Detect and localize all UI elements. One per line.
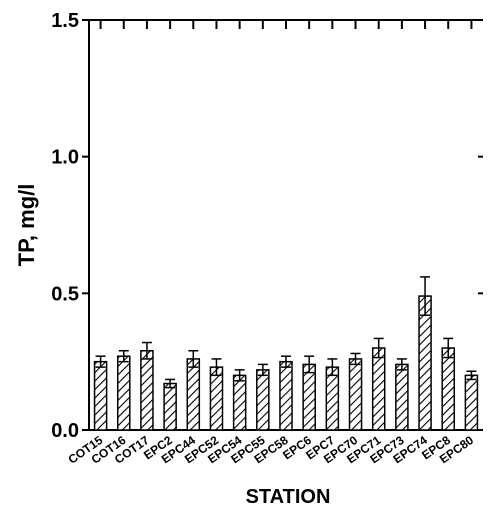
bar <box>140 349 154 431</box>
bar <box>348 358 363 431</box>
bar <box>325 366 340 431</box>
x-axis-title: STATION <box>246 486 331 508</box>
bar <box>441 347 456 431</box>
y-tick-label: 1.0 <box>51 147 79 169</box>
bar <box>116 355 131 431</box>
bar <box>395 363 409 431</box>
bar <box>371 347 386 431</box>
bar <box>256 369 270 431</box>
bar <box>93 360 108 431</box>
bar <box>186 358 201 431</box>
bar <box>279 360 293 431</box>
error-bars-group <box>95 276 477 389</box>
y-tick-marks <box>82 19 89 431</box>
y-tick-label: 1.5 <box>51 10 79 32</box>
x-tick-labels: COT15COT16COT17EPC2EPC44EPC52EPC54EPC55E… <box>66 433 477 467</box>
bar <box>163 382 177 431</box>
y-tick-label: 0.5 <box>51 283 79 305</box>
bar <box>418 295 432 431</box>
y-tick-label: 0.0 <box>51 420 79 442</box>
top-tick-marks <box>99 20 473 29</box>
y-axis-title: TP, mg/l <box>14 184 39 267</box>
y-tick-labels: 0.0 0.5 1.0 1.5 <box>51 10 79 442</box>
bar <box>302 363 316 431</box>
bar <box>232 374 247 431</box>
bar <box>209 366 224 431</box>
bar <box>464 374 479 431</box>
right-tick-marks <box>478 19 483 295</box>
